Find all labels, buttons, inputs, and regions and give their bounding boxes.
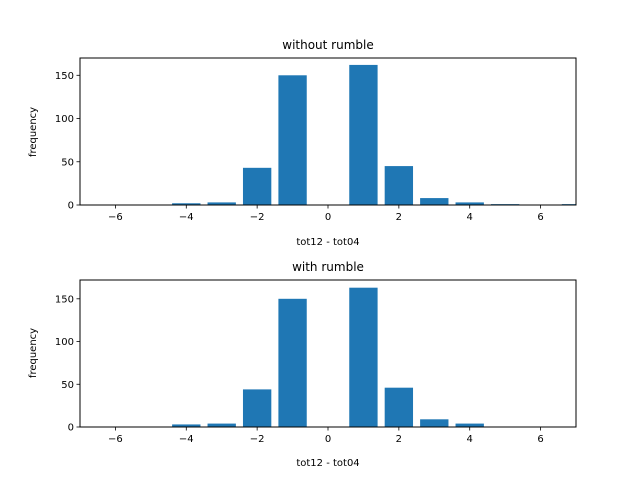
bar (349, 287, 378, 427)
bar (172, 203, 201, 205)
y-tick-label: 100 (55, 337, 74, 348)
chart-panel-without-rumble: without rumble tot12 - tot04 frequency −… (28, 38, 577, 248)
x-ticks-group: −6 −4 −2 0 2 4 6 (108, 427, 544, 445)
x-tick-label: −6 (108, 434, 123, 445)
x-tick-label: 4 (467, 212, 473, 223)
bar (278, 298, 307, 427)
y-tick-label: 100 (55, 114, 74, 125)
x-tick-label: 4 (467, 434, 473, 445)
x-tick-label: 6 (537, 212, 543, 223)
bar (384, 387, 414, 427)
y-axis-label: frequency (28, 107, 39, 157)
chart-title: with rumble (292, 260, 364, 274)
bar (420, 419, 449, 427)
bar (278, 75, 307, 205)
x-tick-label: −4 (179, 434, 194, 445)
y-tick-label: 150 (55, 294, 74, 305)
x-tick-label: 2 (396, 212, 402, 223)
chart-panel-with-rumble: with rumble tot12 - tot04 frequency −6 −4… (28, 260, 577, 469)
x-axis-label: tot12 - tot04 (296, 237, 359, 248)
y-tick-label: 50 (61, 157, 74, 168)
x-tick-label: −2 (250, 212, 265, 223)
plot-frame (79, 279, 577, 428)
bars-group (172, 64, 576, 205)
y-tick-label: 150 (55, 71, 74, 82)
bar (349, 64, 378, 205)
x-ticks-group: −6 −4 −2 0 2 4 6 (108, 205, 544, 223)
x-tick-label: 0 (325, 212, 331, 223)
bar (455, 202, 484, 205)
x-tick-label: 0 (325, 434, 331, 445)
x-tick-label: −4 (179, 212, 194, 223)
plot-frame (79, 57, 577, 206)
bar (384, 166, 414, 205)
bar (420, 198, 449, 205)
y-tick-label: 0 (68, 423, 74, 434)
y-axis-label: frequency (28, 328, 39, 378)
bar (207, 423, 236, 427)
y-tick-label: 0 (68, 201, 74, 212)
y-ticks-group: 0 50 100 150 (55, 294, 80, 434)
bar (207, 202, 236, 205)
bar (242, 389, 272, 427)
x-tick-label: −6 (108, 212, 123, 223)
bars-group (172, 287, 484, 427)
chart-title: without rumble (282, 38, 374, 52)
x-tick-label: 6 (537, 434, 543, 445)
bar (242, 167, 272, 205)
x-axis-label: tot12 - tot04 (296, 458, 359, 469)
x-tick-label: 2 (396, 434, 402, 445)
bar (172, 424, 201, 427)
y-ticks-group: 0 50 100 150 (55, 71, 80, 212)
y-tick-label: 50 (61, 380, 74, 391)
bar (455, 423, 484, 427)
x-tick-label: −2 (250, 434, 265, 445)
